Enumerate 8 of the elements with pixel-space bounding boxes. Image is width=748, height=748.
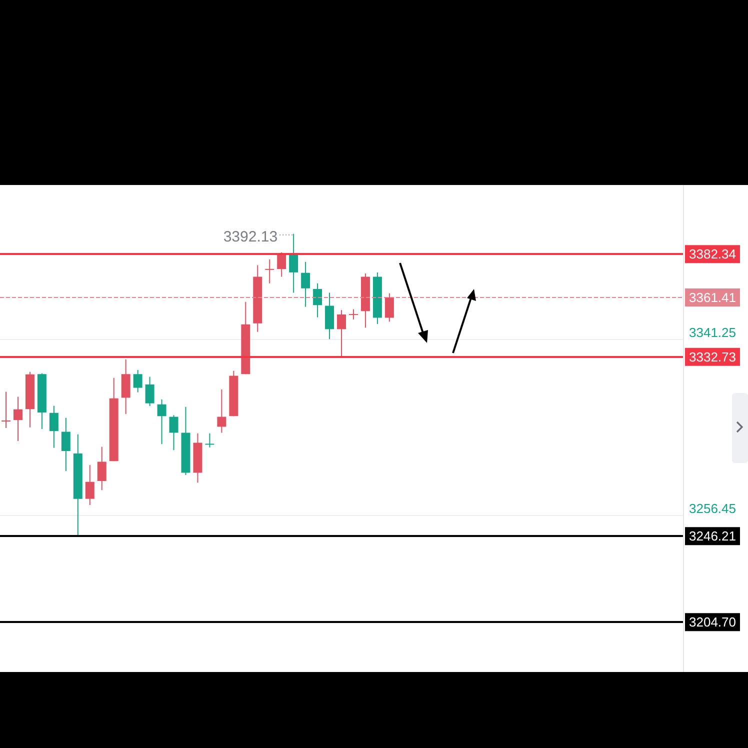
y-tick-label: 3341.25 [689, 325, 736, 340]
ref-line-label: 3204.70 [689, 614, 736, 630]
y-tick-label: 3256.45 [689, 500, 736, 516]
ref-line-label: 3246.21 [689, 528, 736, 544]
ref-line-label: 3382.34 [689, 246, 736, 262]
ref-line-label: 3361.41 [689, 290, 736, 305]
ref-line-label: 3332.73 [689, 349, 736, 364]
annotation: 3392.13 [223, 228, 278, 246]
